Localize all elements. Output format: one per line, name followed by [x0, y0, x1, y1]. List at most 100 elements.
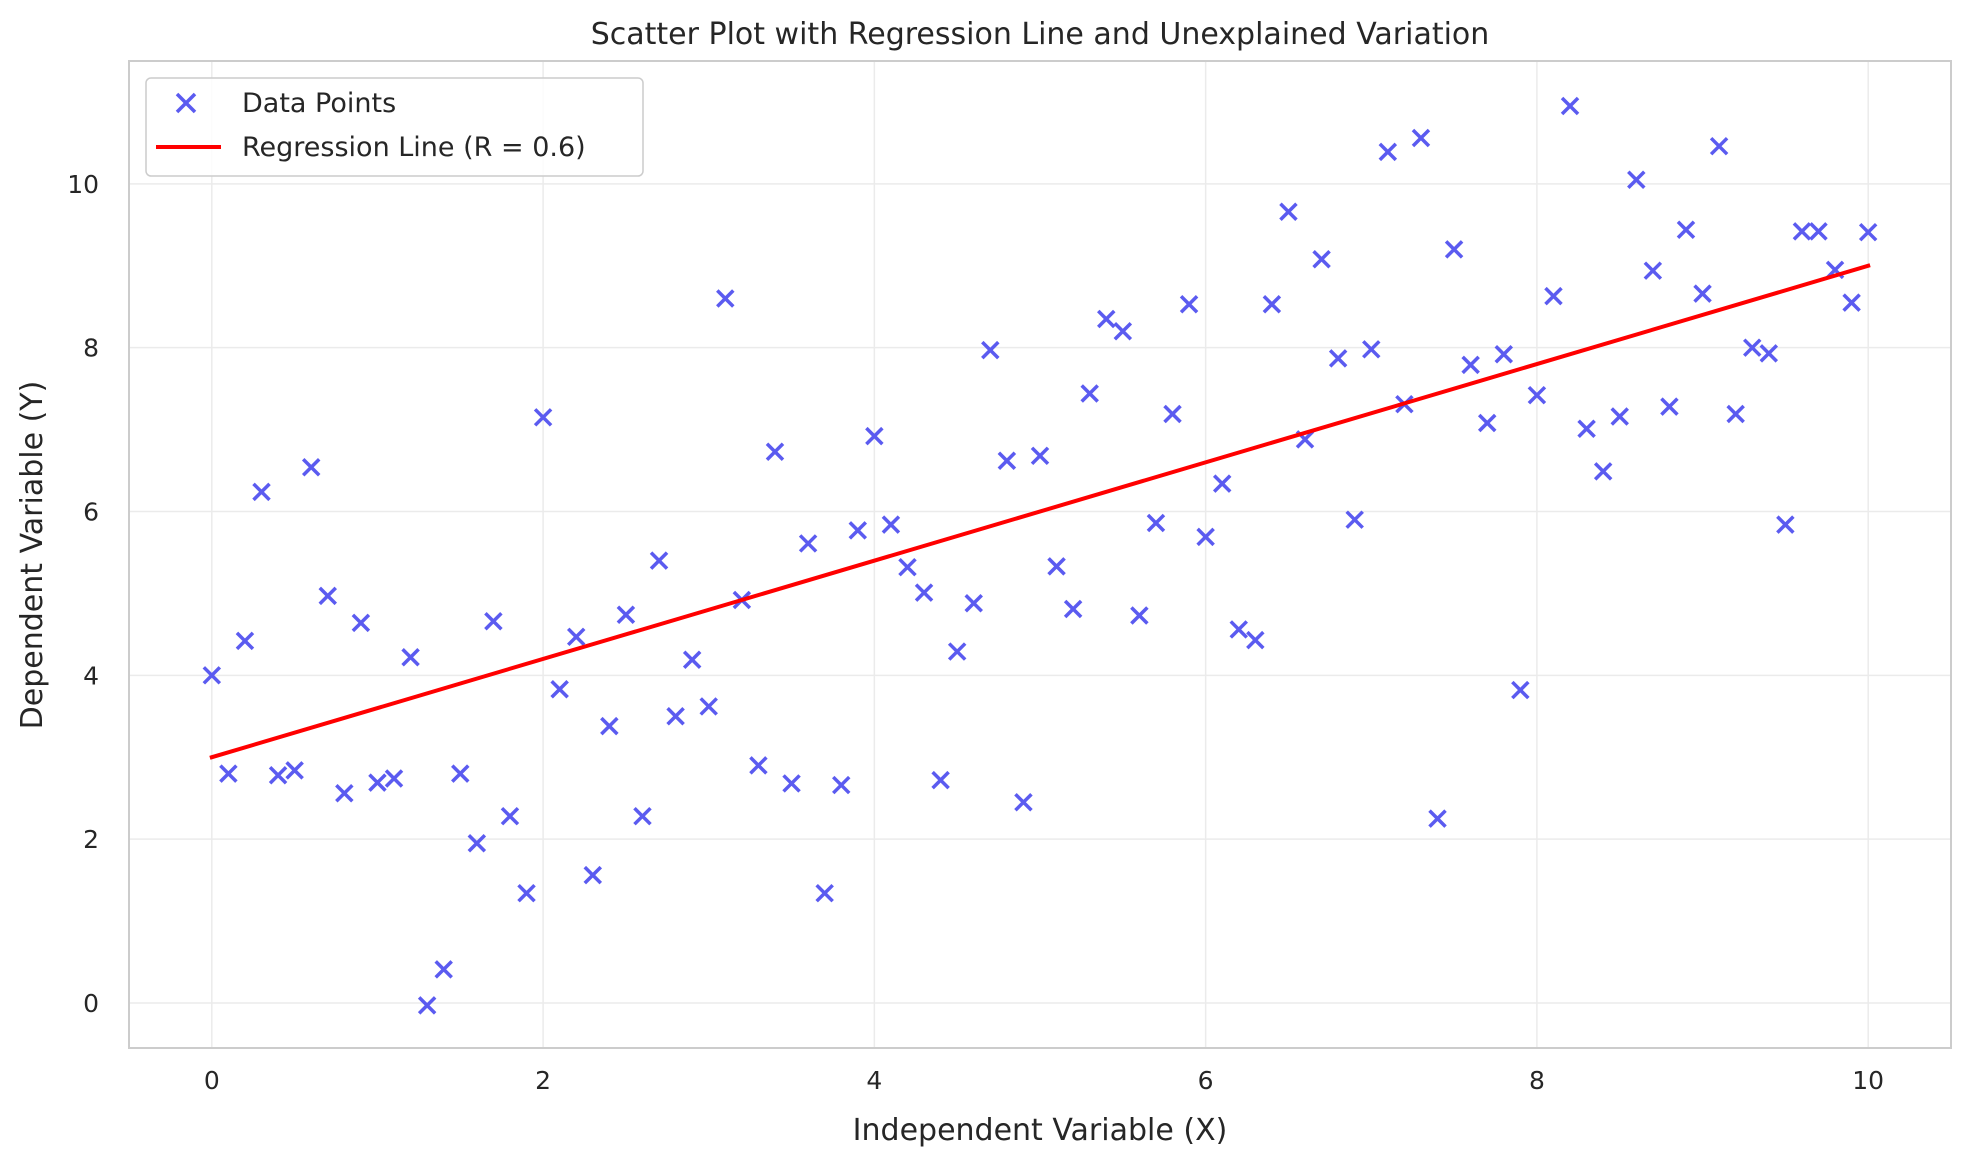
data-point [1726, 404, 1745, 424]
data-point [964, 593, 983, 613]
regression-line [209, 263, 1871, 760]
data-point [881, 515, 901, 534]
data-point [848, 521, 868, 540]
data-point [1477, 413, 1497, 433]
x-tick-label: 10 [1852, 1066, 1884, 1095]
data-point [815, 883, 834, 903]
plot-frame [128, 60, 1952, 1049]
data-point [798, 534, 818, 553]
data-point [1246, 630, 1265, 650]
data-point [583, 865, 603, 885]
y-axis-title: Dependent Variable (Y) [15, 381, 50, 730]
data-point [484, 612, 503, 631]
x-tick-label: 2 [535, 1066, 551, 1095]
data-point [1593, 462, 1613, 481]
data-point [384, 769, 404, 788]
data-point [666, 707, 685, 726]
data-point [1345, 510, 1364, 529]
data-point [1742, 338, 1762, 357]
data-point [1378, 142, 1398, 162]
data-point [252, 482, 271, 502]
data-point [1229, 620, 1249, 639]
data-point [268, 766, 288, 785]
data-point [749, 756, 768, 775]
data-point [1610, 407, 1629, 426]
data-point [1130, 606, 1149, 625]
data-point [865, 426, 884, 446]
data-point [1362, 340, 1381, 359]
data-point [517, 883, 536, 903]
y-tick-label: 10 [67, 170, 99, 199]
data-point [831, 775, 851, 795]
data-point [997, 451, 1017, 470]
y-tick-label: 0 [83, 989, 99, 1018]
legend-label-data-points: Data Points [242, 88, 396, 119]
x-tick-labels: 0 2 4 6 8 10 [204, 1066, 1884, 1095]
data-point [1494, 344, 1514, 364]
data-point [1511, 680, 1530, 700]
x-tick-label: 8 [1529, 1066, 1545, 1095]
data-point [1411, 128, 1431, 148]
data-point [914, 583, 934, 602]
data-point [1527, 385, 1547, 405]
data-point [682, 650, 702, 669]
data-point [649, 551, 669, 570]
y-tick-label: 6 [83, 497, 99, 526]
data-point [1080, 384, 1099, 403]
chart-title: Scatter Plot with Regression Line and Un… [591, 17, 1490, 52]
data-point [533, 408, 553, 427]
data-point [417, 996, 437, 1015]
data-point [566, 627, 586, 647]
data-point [368, 773, 387, 792]
data-point [947, 642, 967, 661]
data-point [1577, 419, 1596, 439]
data-point [1196, 527, 1215, 547]
regression-line-group [209, 263, 1871, 760]
data-point [1279, 202, 1298, 221]
data-point [1809, 222, 1828, 241]
data-point [931, 770, 950, 790]
data-point [1759, 344, 1779, 363]
data-point [898, 557, 917, 577]
data-point [235, 631, 255, 651]
data-point [500, 806, 520, 826]
data-point [1627, 170, 1646, 190]
data-point [467, 833, 487, 853]
x-tick-label: 0 [204, 1066, 220, 1095]
legend-box [145, 77, 644, 177]
data-point [1312, 249, 1331, 269]
data-point [765, 442, 785, 461]
data-point [1063, 599, 1083, 619]
data-point [1047, 557, 1066, 576]
data-point [451, 764, 470, 783]
data-point [1328, 349, 1348, 368]
legend-label-regression-line: Regression Line (R = 0.6) [242, 132, 586, 163]
data-point [550, 680, 569, 699]
y-tick-label: 8 [83, 334, 99, 363]
data-point [351, 613, 371, 633]
y-tick-label: 2 [83, 825, 99, 854]
data-point [1212, 474, 1232, 493]
data-point [1014, 793, 1033, 812]
data-point [219, 764, 238, 783]
data-point [981, 340, 1000, 360]
data-point [434, 960, 453, 979]
data-point [1560, 96, 1580, 116]
data-point [1146, 513, 1166, 533]
legend: Data Points Regression Line (R = 0.6) [145, 77, 644, 177]
x-tick-label: 4 [866, 1066, 882, 1095]
data-point [1842, 293, 1861, 312]
data-points [202, 96, 1878, 1015]
data-point [202, 666, 222, 685]
data-point [1444, 240, 1464, 259]
data-point [1461, 355, 1480, 375]
data-point [335, 784, 354, 803]
data-point [1113, 322, 1133, 341]
data-point [1709, 136, 1729, 156]
data-point [1676, 220, 1696, 239]
data-point [401, 648, 420, 667]
x-axis-title: Independent Variable (X) [853, 1113, 1228, 1148]
x-tick-label: 6 [1198, 1066, 1214, 1095]
